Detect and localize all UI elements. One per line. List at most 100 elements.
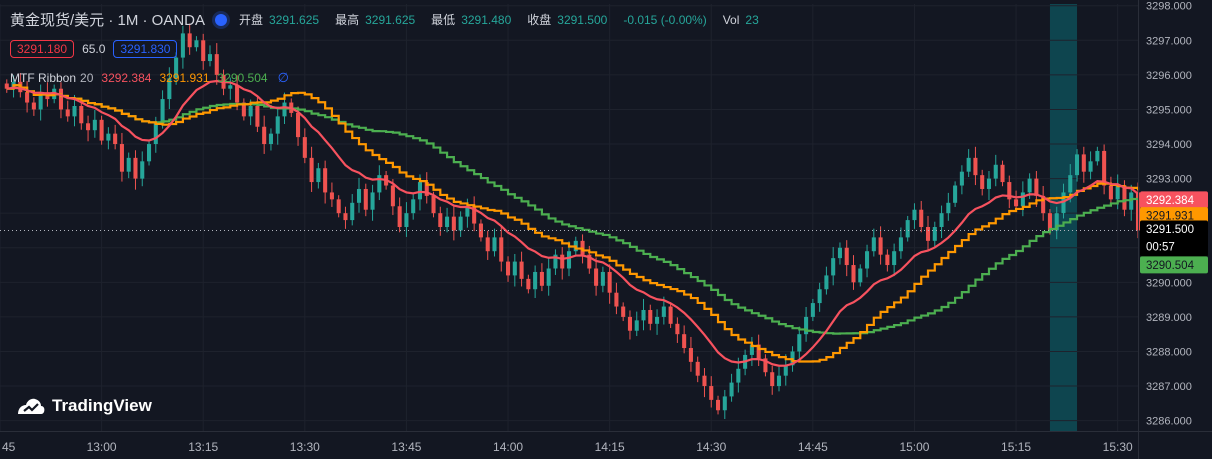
candle[interactable] xyxy=(756,344,761,359)
candle[interactable] xyxy=(214,54,219,75)
candle[interactable] xyxy=(404,213,409,228)
candle[interactable] xyxy=(99,119,104,141)
candle[interactable] xyxy=(709,386,714,400)
candle[interactable] xyxy=(607,271,612,293)
candle[interactable] xyxy=(167,78,172,100)
candle[interactable] xyxy=(953,185,958,203)
candle[interactable] xyxy=(959,171,964,186)
candle[interactable] xyxy=(946,202,951,214)
candle[interactable] xyxy=(363,188,368,210)
candle[interactable] xyxy=(140,161,145,179)
candle[interactable] xyxy=(932,227,937,241)
candle[interactable] xyxy=(682,334,687,349)
candle[interactable] xyxy=(187,33,192,48)
candle[interactable] xyxy=(966,157,971,172)
candle[interactable] xyxy=(804,316,809,335)
candle[interactable] xyxy=(858,268,863,283)
indicator-legend[interactable]: MTF Ribbon 20 3292.384 3291.931 3290.504… xyxy=(10,70,289,86)
candle[interactable] xyxy=(919,209,924,228)
candle[interactable] xyxy=(587,254,592,269)
candle[interactable] xyxy=(729,382,734,397)
candle[interactable] xyxy=(255,105,260,127)
candle[interactable] xyxy=(153,123,158,145)
candle[interactable] xyxy=(702,375,707,387)
candle[interactable] xyxy=(614,292,619,307)
candle[interactable] xyxy=(309,157,314,183)
candle[interactable] xyxy=(113,133,118,145)
candle[interactable] xyxy=(648,309,653,324)
candle[interactable] xyxy=(1020,192,1025,207)
candle[interactable] xyxy=(126,157,131,172)
candle[interactable] xyxy=(594,268,599,286)
candle[interactable] xyxy=(939,213,944,228)
candle[interactable] xyxy=(92,119,97,131)
candle[interactable] xyxy=(675,323,680,335)
candle[interactable] xyxy=(350,202,355,221)
candle[interactable] xyxy=(1115,185,1120,200)
candle[interactable] xyxy=(296,112,301,138)
candle[interactable] xyxy=(465,206,470,217)
candle[interactable] xyxy=(621,306,626,317)
market-status-icon[interactable] xyxy=(215,13,228,26)
candle[interactable] xyxy=(228,85,233,89)
candle[interactable] xyxy=(831,258,836,276)
candle[interactable] xyxy=(356,188,362,203)
candle[interactable] xyxy=(661,306,666,317)
candle[interactable] xyxy=(1108,185,1113,200)
candle[interactable] xyxy=(905,220,910,238)
candle[interactable] xyxy=(72,105,77,117)
candle[interactable] xyxy=(1054,213,1059,231)
candle[interactable] xyxy=(519,261,524,279)
candle[interactable] xyxy=(1102,150,1107,186)
candle[interactable] xyxy=(431,195,436,214)
candle[interactable] xyxy=(912,209,917,221)
candle[interactable] xyxy=(797,334,802,352)
candle[interactable] xyxy=(1034,178,1039,196)
candle[interactable] xyxy=(438,213,443,228)
candle[interactable] xyxy=(201,40,206,62)
candle[interactable] xyxy=(1041,195,1046,214)
candle[interactable] xyxy=(560,254,565,269)
candle[interactable] xyxy=(343,213,348,221)
candle[interactable] xyxy=(472,206,477,224)
candle[interactable] xyxy=(986,178,992,189)
candle[interactable] xyxy=(1027,178,1032,193)
candle[interactable] xyxy=(106,133,111,141)
candle[interactable] xyxy=(58,88,63,110)
candle[interactable] xyxy=(275,116,280,134)
candle[interactable] xyxy=(119,144,124,172)
candle[interactable] xyxy=(451,216,456,231)
candle[interactable] xyxy=(512,261,517,276)
candle[interactable] xyxy=(377,175,382,193)
symbol-title[interactable]: 黄金现货/美元 · 1M · OANDA xyxy=(10,12,206,29)
candle[interactable] xyxy=(25,92,30,103)
candle[interactable] xyxy=(553,254,558,269)
candle[interactable] xyxy=(770,372,775,387)
candle[interactable] xyxy=(1068,175,1073,193)
candle[interactable] xyxy=(865,251,870,269)
candle[interactable] xyxy=(1081,154,1086,172)
candle[interactable] xyxy=(86,123,91,131)
candle[interactable] xyxy=(871,237,876,252)
candle[interactable] xyxy=(885,254,890,266)
candle[interactable] xyxy=(1061,192,1066,214)
candle[interactable] xyxy=(688,348,693,362)
candle[interactable] xyxy=(38,92,43,110)
candle[interactable] xyxy=(329,192,334,200)
candle[interactable] xyxy=(499,237,504,262)
indicator-name[interactable]: MTF Ribbon xyxy=(10,71,77,85)
candle[interactable] xyxy=(458,216,463,231)
candle[interactable] xyxy=(763,358,768,373)
candle[interactable] xyxy=(180,33,185,58)
candle[interactable] xyxy=(566,251,572,269)
candle[interactable] xyxy=(316,168,321,183)
candle[interactable] xyxy=(390,185,395,207)
candle[interactable] xyxy=(262,126,267,145)
candle[interactable] xyxy=(627,316,632,331)
candle[interactable] xyxy=(722,396,727,411)
candle[interactable] xyxy=(323,168,328,193)
candle[interactable] xyxy=(980,175,985,189)
candle[interactable] xyxy=(1007,182,1012,200)
candle[interactable] xyxy=(655,316,660,324)
